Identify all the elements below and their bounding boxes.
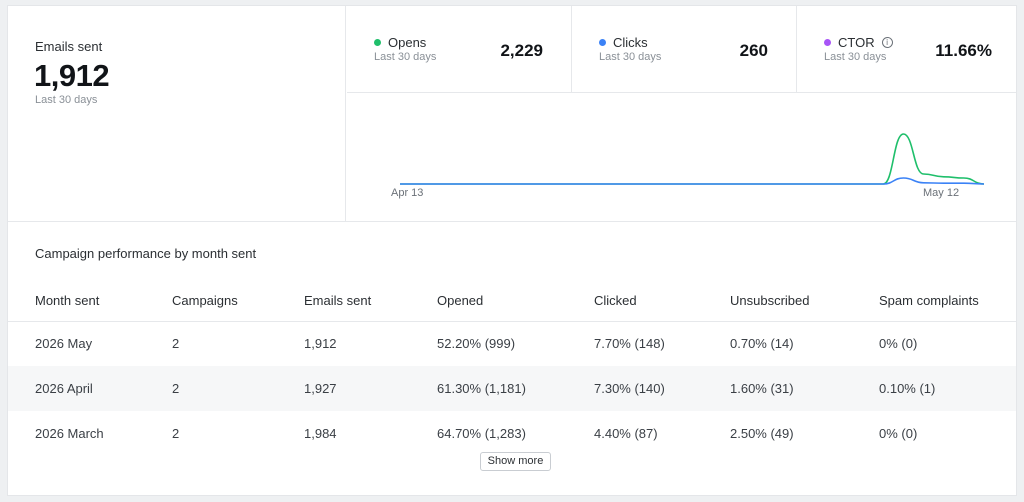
x-tick-label-start: Apr 13 [391,187,424,199]
table-cell: 64.70% (1,283) [437,426,526,441]
table-cell: 0.10% (1) [879,366,1016,411]
table-cell: 2 [172,366,304,411]
table-cell: 0.70% (14) [730,336,794,352]
opens-period: Last 30 days [374,51,437,63]
opens-clicks-chart: Apr 13 May 12 [347,94,1016,222]
table-row: 2026 March 2 1,984 64.70% (1,283) 4.40% … [8,411,1016,456]
table-cell: 2026 May [35,336,93,352]
table-cell: 1.60% (31) [730,366,879,411]
table-cell: 2 [172,426,180,441]
opens-value: 2,229 [500,41,543,60]
table-row: 2026 May 2 1,912 52.20% (999) 7.70% (148… [8,321,1016,366]
emails-sent-panel: Emails sent 1,912 Last 30 days [8,6,346,222]
emails-sent-value: 1,912 [34,58,110,93]
column-header: Opened [437,281,594,322]
column-header: Month sent [8,281,172,322]
ctor-metric: CTOR i Last 30 days 11.66% [797,6,1016,93]
table-row: 2026 April 2 1,927 61.30% (1,181) 7.30% … [8,366,1016,411]
column-header: Emails sent [304,281,437,322]
show-more-button[interactable]: Show more [480,452,551,471]
table-header-row: Month sent Campaigns Emails sent Opened … [8,281,1016,322]
line-chart-svg [400,133,985,185]
clicks-label: Clicks [613,35,648,50]
table-cell: 7.30% (140) [594,366,730,411]
ctor-label: CTOR [838,35,875,50]
series-line-opens [400,133,985,185]
column-header: Spam complaints [879,281,1016,322]
opens-legend-dot [374,39,381,46]
clicks-value: 260 [739,41,768,60]
clicks-metric: Clicks Last 30 days 260 [572,6,797,93]
table-cell: 4.40% (87) [594,426,658,441]
ctor-value: 11.66% [935,41,992,60]
table-cell: 0% (0) [879,426,918,441]
clicks-period: Last 30 days [599,51,662,63]
table-cell: 2.50% (49) [730,426,794,441]
column-header: Clicked [594,281,730,322]
column-header: Unsubscribed [730,281,879,322]
series-line-clicks [400,177,985,185]
stats-top-section: Emails sent 1,912 Last 30 days Opens Las… [8,6,1016,222]
ctor-period: Last 30 days [824,51,887,63]
table-cell: 2026 April [8,366,172,411]
emails-sent-label: Emails sent [35,39,103,54]
opens-metric: Opens Last 30 days 2,229 [347,6,572,93]
table-cell: 7.70% (148) [594,336,665,352]
info-icon[interactable]: i [881,37,893,48]
column-header: Campaigns [172,281,304,322]
emails-sent-period: Last 30 days [35,94,98,106]
clicks-legend-dot [599,39,606,46]
campaign-performance-table: Month sent Campaigns Emails sent Opened … [8,281,1016,456]
table-title: Campaign performance by month sent [35,246,257,261]
table-cell: 1,984 [304,426,337,441]
email-stats-card: Emails sent 1,912 Last 30 days Opens Las… [7,5,1017,496]
table-cell: 52.20% (999) [437,336,516,352]
table-cell: 2026 March [35,426,104,441]
table-cell: 1,912 [304,336,337,352]
table-cell: 2 [172,336,180,352]
ctor-legend-dot [824,39,831,46]
table-cell: 0% (0) [879,336,918,352]
table-cell: 61.30% (1,181) [437,366,594,411]
x-tick-label-end: May 12 [923,187,960,199]
opens-label: Opens [388,35,427,50]
table-cell: 1,927 [304,366,437,411]
